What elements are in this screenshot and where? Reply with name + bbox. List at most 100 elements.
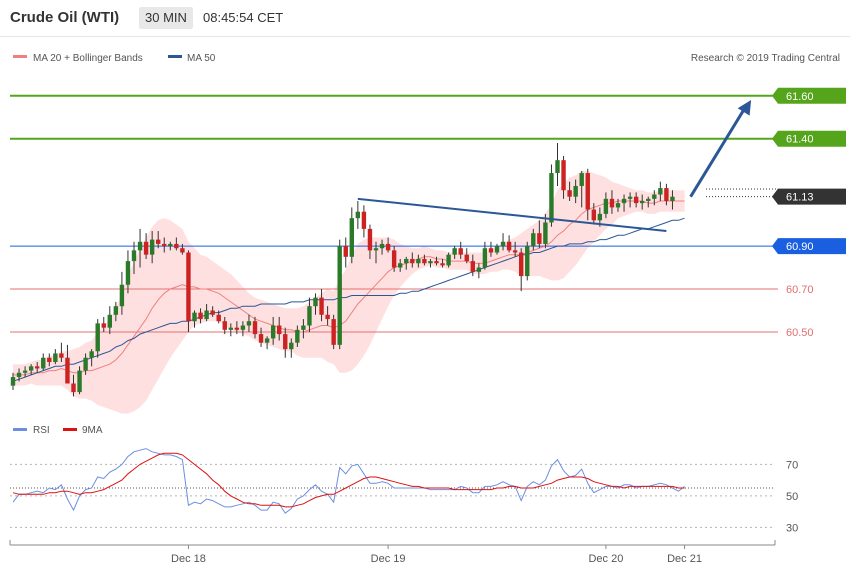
candle-body	[95, 323, 100, 352]
candle	[198, 308, 203, 324]
candle	[434, 256, 439, 266]
candle	[603, 192, 609, 219]
level-label-60.70: 60.70	[786, 284, 814, 296]
candle-body	[295, 329, 300, 343]
candle	[506, 235, 512, 253]
candle-body	[319, 297, 324, 315]
candle	[22, 366, 28, 378]
candle	[113, 301, 119, 322]
candle	[555, 143, 560, 186]
candle-body	[246, 321, 252, 326]
candle	[319, 289, 324, 322]
rsi-panel: 70 50 30	[10, 448, 798, 534]
candle	[83, 353, 88, 375]
candle-body	[307, 306, 312, 326]
candle-body	[597, 213, 603, 221]
ma20-line	[13, 200, 685, 376]
candle-body	[452, 248, 457, 255]
candle	[313, 293, 318, 315]
rsi-line	[12, 448, 685, 514]
candle	[464, 248, 469, 264]
candle-body	[77, 370, 82, 393]
candle	[107, 306, 112, 335]
candle	[77, 366, 82, 395]
current-price-label: 61.13	[786, 192, 814, 204]
rsi-tick-50: 50	[786, 491, 798, 503]
candle-body	[270, 325, 276, 339]
candle	[228, 323, 233, 337]
candle	[543, 213, 548, 249]
candle-body	[210, 310, 215, 315]
price-panel: 61.60 61.40 60.90 60.70 60.50 61.13	[10, 87, 846, 414]
candle-body	[216, 314, 221, 322]
candle-body	[277, 325, 282, 335]
rsi-legend-label: RSI	[33, 425, 50, 436]
level-tag-61.40	[772, 130, 846, 147]
candle-body	[101, 323, 106, 328]
candle-body	[228, 327, 233, 330]
candle	[416, 254, 421, 268]
candle-body	[71, 383, 76, 393]
candle	[168, 241, 173, 251]
candle	[295, 325, 300, 347]
copyright-text: Research © 2019 Trading Central	[691, 53, 840, 64]
candle-body	[264, 338, 270, 343]
forecast-arrow-head	[737, 100, 752, 116]
candle-body	[561, 160, 566, 191]
candle-body	[512, 250, 518, 253]
candle	[65, 344, 70, 384]
candle	[222, 316, 227, 335]
x-label-Dec-18: Dec 18	[171, 553, 206, 565]
ma9-legend-swatch	[63, 428, 77, 431]
candle	[149, 231, 155, 264]
candle-body	[198, 312, 203, 320]
candle	[252, 316, 258, 339]
candle-body	[174, 243, 179, 249]
candle	[41, 353, 46, 371]
main-legend: MA 20 + Bollinger Bands MA 50 Research ©…	[13, 53, 840, 64]
candle-body	[65, 357, 70, 384]
candle-body	[476, 267, 482, 272]
candle-body	[301, 325, 306, 330]
candle	[385, 237, 391, 253]
candle	[307, 297, 312, 332]
candle	[10, 372, 16, 390]
bollinger-band	[13, 170, 685, 414]
candle-body	[640, 200, 645, 204]
candle	[258, 327, 264, 347]
candle	[301, 319, 306, 339]
candle-body	[434, 261, 439, 264]
candle	[246, 314, 252, 332]
candle	[89, 349, 94, 367]
ma50-legend-swatch	[168, 55, 182, 58]
candle-body	[162, 243, 167, 247]
candle	[283, 327, 288, 358]
candle-body	[579, 173, 584, 186]
rsi-legend: RSI 9MA	[13, 425, 103, 436]
candle-body	[337, 246, 342, 345]
candle	[446, 252, 451, 268]
candle-body	[573, 185, 578, 197]
candle-body	[567, 190, 572, 197]
candle	[579, 170, 584, 208]
level-label-60.50: 60.50	[786, 327, 814, 339]
candle	[470, 254, 475, 277]
candle-body	[549, 173, 554, 223]
candle	[35, 362, 40, 373]
candle-body	[16, 372, 22, 378]
candle-body	[585, 173, 590, 210]
candle	[591, 203, 596, 225]
candle	[531, 228, 536, 251]
candle-body	[543, 222, 548, 244]
candle-body	[10, 377, 16, 386]
interval-badge[interactable]: 30 MIN	[139, 7, 193, 29]
x-label-Dec-20: Dec 20	[588, 553, 623, 565]
candle-body	[22, 370, 28, 373]
candle-body	[28, 366, 34, 371]
candle	[373, 241, 379, 264]
candle-body	[343, 246, 348, 257]
candle-body	[325, 314, 330, 320]
candle-body	[537, 233, 542, 244]
candle	[664, 183, 669, 206]
